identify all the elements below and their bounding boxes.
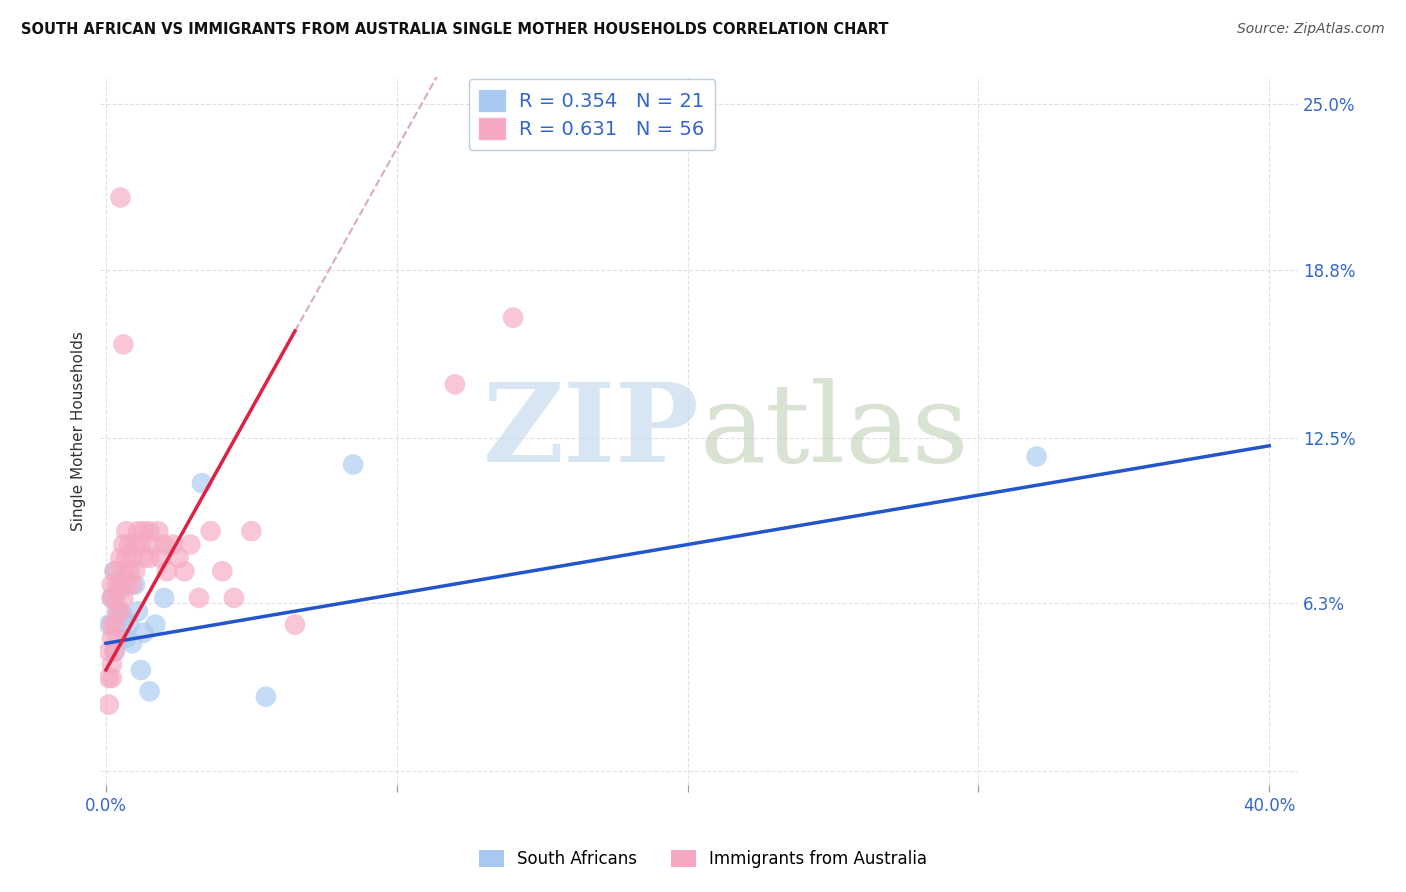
Legend: South Africans, Immigrants from Australia: South Africans, Immigrants from Australi… (472, 843, 934, 875)
Point (110, 550, 132, 565)
Point (107, 604, 129, 618)
Point (115, 524, 138, 539)
Point (124, 564, 146, 578)
Point (104, 591, 127, 605)
Point (104, 617, 127, 632)
Point (100, 657, 122, 672)
Point (115, 550, 138, 565)
Point (284, 617, 307, 632)
Text: Source: ZipAtlas.com: Source: ZipAtlas.com (1237, 22, 1385, 37)
Point (112, 591, 135, 605)
Point (110, 190, 132, 204)
Point (112, 537, 135, 551)
Point (97, 671, 120, 685)
Point (118, 564, 141, 578)
Point (115, 631, 138, 645)
Point (188, 591, 211, 605)
Point (240, 524, 263, 539)
Point (118, 537, 141, 551)
Point (118, 617, 141, 632)
Point (100, 591, 122, 605)
Point (132, 550, 155, 565)
Point (104, 644, 127, 658)
Text: atlas: atlas (699, 377, 969, 484)
Point (115, 577, 138, 591)
Point (97, 644, 120, 658)
Point (121, 636, 143, 650)
Point (121, 550, 143, 565)
Point (124, 577, 146, 591)
Point (129, 537, 152, 551)
Point (1025, 450, 1047, 464)
Point (100, 631, 122, 645)
Point (127, 524, 149, 539)
Text: ZIP: ZIP (482, 377, 699, 484)
Point (138, 524, 160, 539)
Text: SOUTH AFRICAN VS IMMIGRANTS FROM AUSTRALIA SINGLE MOTHER HOUSEHOLDS CORRELATION : SOUTH AFRICAN VS IMMIGRANTS FROM AUSTRAL… (21, 22, 889, 37)
Point (100, 617, 122, 632)
Point (104, 644, 127, 658)
Point (145, 617, 167, 632)
Point (153, 591, 176, 605)
Point (222, 591, 245, 605)
Point (138, 550, 160, 565)
Point (110, 582, 132, 597)
Point (150, 550, 173, 565)
Point (107, 604, 129, 618)
Point (100, 591, 122, 605)
Point (173, 564, 195, 578)
Point (124, 537, 146, 551)
Legend: R = 0.354   N = 21, R = 0.631   N = 56: R = 0.354 N = 21, R = 0.631 N = 56 (468, 79, 716, 150)
Point (254, 690, 277, 704)
Point (132, 625, 155, 640)
Point (129, 663, 152, 677)
Point (107, 577, 129, 591)
Point (100, 577, 122, 591)
Point (97, 698, 120, 712)
Point (153, 537, 176, 551)
Point (104, 564, 127, 578)
Point (112, 609, 135, 624)
Point (444, 377, 467, 392)
Point (148, 524, 170, 539)
Point (121, 577, 143, 591)
Point (502, 310, 524, 325)
Point (100, 671, 122, 685)
Point (156, 564, 179, 578)
Point (110, 604, 132, 618)
Point (132, 524, 155, 539)
Point (342, 458, 364, 472)
Point (141, 537, 163, 551)
Point (179, 537, 201, 551)
Point (162, 537, 184, 551)
Point (200, 524, 222, 539)
Point (104, 564, 127, 578)
Point (110, 577, 132, 591)
Point (167, 550, 190, 565)
Point (112, 337, 135, 351)
Point (127, 604, 149, 618)
Y-axis label: Single Mother Households: Single Mother Households (72, 331, 86, 531)
Point (211, 564, 233, 578)
Point (112, 564, 135, 578)
Point (97, 617, 120, 632)
Point (191, 476, 214, 491)
Point (107, 631, 129, 645)
Point (138, 684, 160, 698)
